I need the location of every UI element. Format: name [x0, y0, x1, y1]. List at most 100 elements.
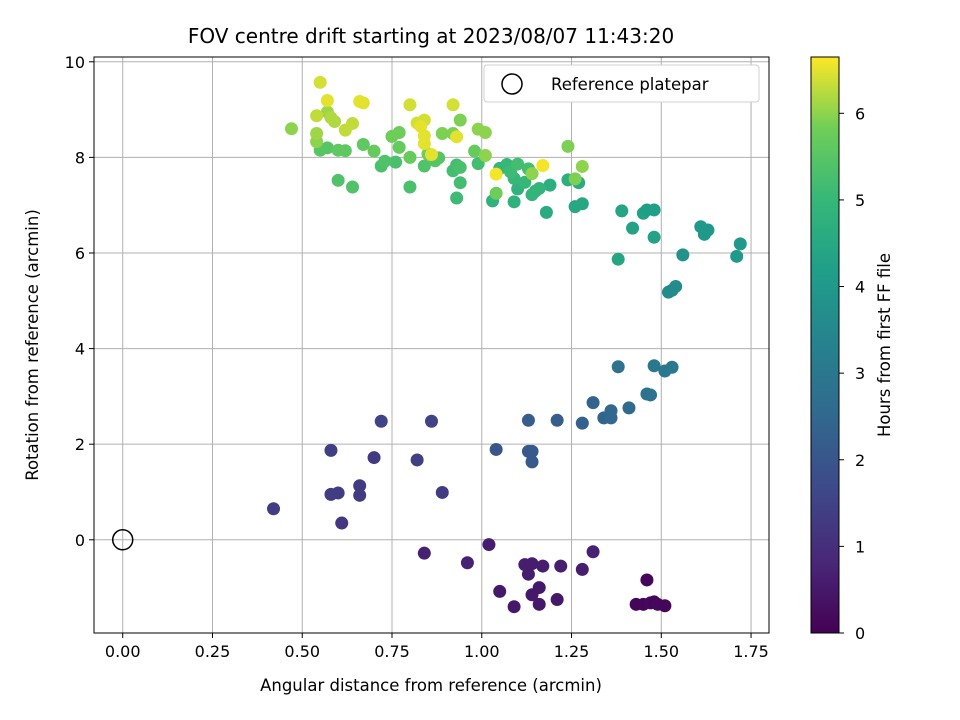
x-tick-label: 1.25 — [554, 642, 590, 661]
data-point — [615, 204, 629, 218]
data-point — [489, 442, 503, 456]
data-point — [425, 414, 438, 428]
data-point — [367, 451, 381, 465]
data-point — [356, 96, 370, 110]
plot-area — [94, 57, 769, 633]
reference-platepar-marker — [111, 529, 134, 551]
y-tick-label: 4 — [75, 340, 85, 359]
legend-label: Reference platepar — [551, 75, 709, 94]
x-tick-label: 0.50 — [284, 642, 320, 661]
y-axis-ticks: 0 2 4 6 8 10 — [65, 53, 94, 550]
data-point — [356, 137, 370, 151]
x-tick-label: 1.75 — [733, 642, 769, 661]
colorbar-tick-label: 3 — [855, 364, 865, 383]
colorbar-tick-label: 6 — [855, 104, 865, 123]
data-point — [284, 122, 298, 136]
data-point — [310, 109, 324, 123]
data-point — [568, 172, 582, 186]
x-axis-label: Angular distance from reference (arcmin) — [260, 676, 602, 695]
data-point — [482, 538, 496, 552]
data-point — [622, 401, 636, 415]
colorbar-gradient — [810, 56, 840, 634]
data-point — [554, 559, 568, 573]
y-tick-label: 8 — [75, 148, 85, 167]
colorbar-tick-label: 1 — [855, 537, 865, 556]
data-point — [403, 180, 417, 194]
data-point — [320, 93, 334, 107]
data-point — [453, 160, 467, 174]
chart-title: FOV centre drift starting at 2023/08/07 … — [188, 24, 674, 48]
y-tick-label: 6 — [75, 244, 85, 263]
x-axis-ticks: 0.00 0.25 0.50 0.75 1.00 1.25 1.50 1.75 — [105, 633, 769, 661]
x-tick-label: 1.00 — [464, 642, 500, 661]
data-point — [435, 485, 449, 499]
data-point — [561, 139, 575, 153]
data-point — [417, 546, 431, 560]
data-point — [425, 148, 438, 162]
data-point — [435, 126, 449, 140]
data-point — [367, 144, 381, 158]
data-point — [521, 567, 535, 581]
data-point — [410, 453, 424, 467]
legend-marker — [501, 73, 523, 95]
y-tick-label: 2 — [75, 435, 85, 454]
data-point — [392, 140, 406, 154]
data-point — [478, 126, 492, 140]
data-point — [701, 223, 715, 237]
data-point — [331, 173, 345, 187]
data-point — [733, 237, 747, 251]
data-point — [389, 155, 403, 169]
data-point — [338, 144, 352, 158]
data-point — [331, 486, 345, 500]
data-point — [525, 167, 539, 181]
data-point — [550, 593, 564, 607]
x-tick-label: 0.00 — [105, 642, 141, 661]
data-point — [335, 516, 349, 530]
data-point — [310, 126, 324, 140]
data-point — [453, 176, 467, 190]
data-point — [313, 75, 327, 89]
data-point — [586, 396, 600, 410]
data-point — [478, 148, 492, 162]
legend: Reference platepar — [483, 64, 760, 103]
data-point — [550, 413, 564, 427]
data-point — [647, 203, 661, 217]
data-point — [489, 186, 503, 200]
data-point — [511, 157, 525, 171]
data-point — [353, 479, 367, 493]
x-tick-label: 0.25 — [195, 642, 231, 661]
data-point — [328, 115, 342, 129]
data-point — [403, 150, 417, 164]
y-tick-label: 10 — [65, 53, 85, 72]
data-point — [450, 130, 464, 144]
data-point — [640, 573, 654, 587]
data-point — [525, 455, 539, 469]
data-point — [532, 181, 546, 195]
data-point — [532, 597, 546, 611]
data-point — [518, 175, 532, 189]
data-point — [676, 248, 690, 262]
data-point — [346, 180, 360, 194]
data-point — [575, 197, 589, 211]
data-point — [525, 444, 539, 458]
data-point — [320, 141, 334, 155]
data-point — [468, 144, 482, 158]
data-point — [575, 562, 589, 576]
data-point — [525, 588, 539, 602]
data-point — [489, 167, 503, 181]
data-point — [658, 599, 672, 613]
legend-box — [483, 64, 760, 103]
data-point — [644, 388, 658, 402]
data-point — [507, 600, 521, 614]
data-point — [536, 559, 550, 573]
data-point — [460, 556, 474, 570]
data-point — [417, 159, 431, 173]
colorbar-tick-label: 5 — [855, 191, 865, 210]
data-points — [267, 75, 747, 614]
data-point — [450, 191, 464, 205]
data-point — [525, 557, 539, 571]
data-point — [604, 404, 618, 418]
data-point — [403, 98, 417, 112]
data-point — [536, 159, 550, 173]
